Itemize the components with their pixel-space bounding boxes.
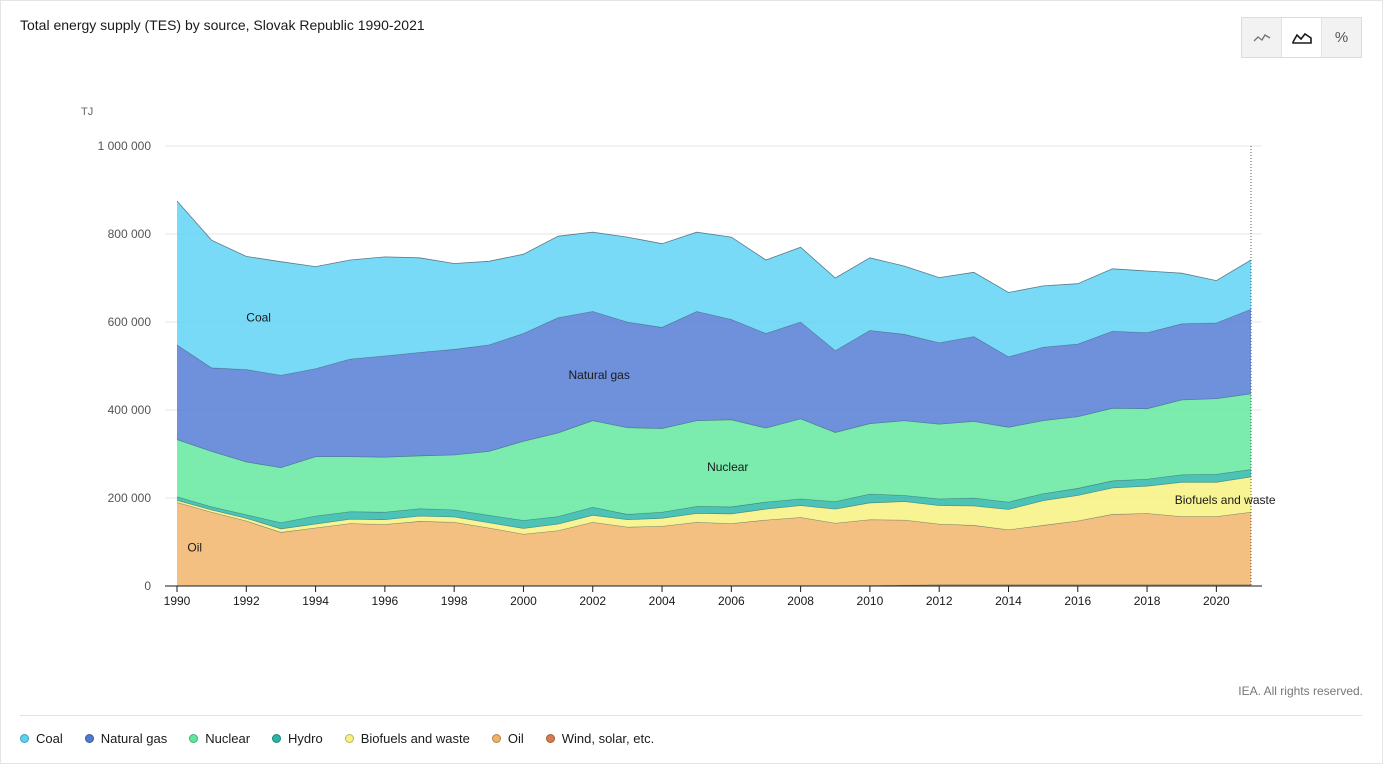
percent-icon: %	[1334, 29, 1349, 46]
series-line	[176, 200, 1252, 293]
y-tick-label: 1 000 000	[98, 139, 152, 153]
legend-swatch	[344, 734, 354, 743]
x-tick-label: 2002	[579, 594, 606, 608]
legend-label: Coal	[36, 731, 63, 746]
series-line	[176, 476, 1252, 530]
area-label: Coal	[246, 311, 271, 325]
y-tick-label: 200 000	[108, 491, 152, 505]
legend-swatch	[84, 734, 94, 743]
area-coal	[177, 201, 1251, 376]
line-chart-icon	[1253, 33, 1270, 41]
area-label: Natural gas	[568, 368, 629, 382]
legend-label: Nuclear	[205, 731, 251, 746]
legend-item[interactable]: Biofuels and waste	[344, 731, 470, 746]
x-tick-label: 1994	[302, 594, 329, 608]
y-axis-unit-label: TJ	[81, 106, 93, 118]
area-chart-button[interactable]	[1281, 18, 1321, 57]
x-tick-label: 1996	[372, 594, 399, 608]
chart-title: Total energy supply (TES) by source, Slo…	[20, 17, 425, 33]
stacked-area-chart: TJ 0 200 000 400 000 600 000 800 000 1 000 000…	[81, 106, 1276, 608]
y-tick-label: 400 000	[108, 403, 152, 417]
x-tick-label: 2018	[1134, 594, 1161, 608]
x-tick-label: 2004	[649, 594, 676, 608]
copyright-note: IEA. All rights reserved.	[1238, 684, 1363, 698]
area-natural-gas	[177, 309, 1251, 468]
legend-swatch	[20, 734, 29, 743]
y-tick-label: 600 000	[108, 315, 152, 329]
legend-item[interactable]: Hydro	[272, 731, 323, 746]
x-tick-label: 2000	[510, 594, 537, 608]
legend-item[interactable]: Oil	[491, 731, 524, 746]
area-label: Nuclear	[707, 460, 748, 474]
area-oil	[177, 502, 1251, 586]
y-tick-label: 0	[144, 579, 151, 593]
area-hydro	[177, 469, 1251, 529]
x-tick-label: 2020	[1203, 594, 1230, 608]
legend-swatch	[189, 734, 199, 743]
area-label: Biofuels and waste	[1175, 493, 1276, 507]
chart-legend: Coal Natural gas Nuclear Hydro Biofuels and …	[20, 731, 676, 746]
legend-item[interactable]: Wind, solar, etc.	[545, 731, 655, 746]
x-tick-label: 2008	[787, 594, 814, 608]
percent-button[interactable]: %	[1321, 18, 1361, 57]
x-tick-label: 2016	[1064, 594, 1091, 608]
area-nuclear	[177, 393, 1251, 523]
legend-item[interactable]: Nuclear	[189, 731, 250, 746]
legend-swatch	[272, 734, 282, 743]
chart-area-labels: Coal Natural gas Nuclear Biofuels and waste…	[187, 311, 1275, 555]
area-chart-icon	[1291, 32, 1312, 44]
y-tick-label: 800 000	[108, 227, 152, 241]
chart-type-toolbar: %	[1241, 17, 1362, 58]
x-tick-label: 2012	[926, 594, 953, 608]
legend-label: Wind, solar, etc.	[561, 731, 655, 746]
area-biofuels-and-waste	[177, 476, 1251, 535]
legend-label: Natural gas	[100, 731, 168, 746]
legend-swatch	[491, 734, 501, 743]
legend-label: Biofuels and waste	[360, 731, 470, 746]
x-tick-label: 1992	[233, 594, 260, 608]
chart-axes: TJ 0 200 000 400 000 600 000 800 000 1 000 000…	[81, 106, 1262, 608]
area-label: Oil	[187, 541, 202, 555]
chart-areas	[176, 200, 1252, 587]
x-tick-label: 2014	[995, 594, 1022, 608]
legend-divider	[20, 715, 1362, 716]
legend-item[interactable]: Coal	[20, 731, 63, 746]
x-tick-label: 2006	[718, 594, 745, 608]
x-tick-label: 1990	[164, 594, 191, 608]
legend-label: Oil	[507, 731, 524, 746]
line-chart-button[interactable]	[1242, 18, 1281, 57]
legend-swatch	[545, 734, 555, 743]
legend-item[interactable]: Natural gas	[84, 731, 168, 746]
x-tick-label: 1998	[441, 594, 468, 608]
x-tick-label: 2010	[857, 594, 884, 608]
legend-label: Hydro	[288, 731, 323, 746]
